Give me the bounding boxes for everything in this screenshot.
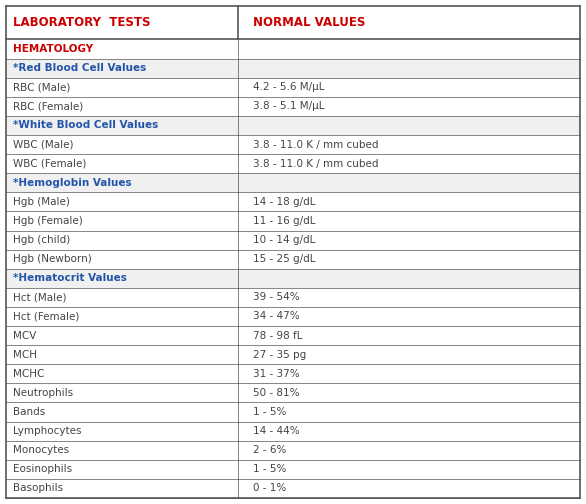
Text: Hgb (Newborn): Hgb (Newborn): [13, 254, 91, 264]
Text: RBC (Female): RBC (Female): [13, 101, 83, 111]
Text: 2 - 6%: 2 - 6%: [253, 445, 286, 455]
Bar: [6, 403, 580, 421]
Text: MCV: MCV: [13, 331, 36, 341]
Text: NORMAL VALUES: NORMAL VALUES: [253, 16, 365, 29]
Text: 39 - 54%: 39 - 54%: [253, 292, 299, 302]
Bar: [6, 211, 580, 230]
Text: Hgb (Female): Hgb (Female): [13, 216, 83, 226]
Text: Bands: Bands: [13, 407, 45, 417]
Bar: [6, 421, 580, 440]
Bar: [6, 440, 580, 460]
Bar: [6, 364, 580, 384]
Text: HEMATOLOGY: HEMATOLOGY: [13, 44, 93, 54]
Bar: [6, 58, 580, 78]
Text: 3.8 - 11.0 K / mm cubed: 3.8 - 11.0 K / mm cubed: [253, 140, 379, 150]
Text: RBC (Male): RBC (Male): [13, 82, 70, 92]
Bar: [6, 326, 580, 345]
Text: Basophils: Basophils: [13, 483, 63, 493]
Text: Monocytes: Monocytes: [13, 445, 69, 455]
Text: *Red Blood Cell Values: *Red Blood Cell Values: [13, 63, 146, 73]
Bar: [6, 460, 580, 479]
Bar: [6, 249, 580, 269]
Bar: [6, 307, 580, 326]
Text: Hgb (Male): Hgb (Male): [13, 197, 70, 207]
Text: 3.8 - 11.0 K / mm cubed: 3.8 - 11.0 K / mm cubed: [253, 159, 379, 169]
Bar: [6, 173, 580, 193]
Text: *Hematocrit Values: *Hematocrit Values: [13, 273, 127, 283]
Bar: [6, 116, 580, 135]
Text: 10 - 14 g/dL: 10 - 14 g/dL: [253, 235, 315, 245]
Text: 1 - 5%: 1 - 5%: [253, 464, 286, 474]
Text: 4.2 - 5.6 M/μL: 4.2 - 5.6 M/μL: [253, 82, 324, 92]
Bar: [6, 39, 580, 58]
Text: 15 - 25 g/dL: 15 - 25 g/dL: [253, 254, 315, 264]
Text: Neutrophils: Neutrophils: [13, 388, 73, 398]
Bar: [6, 135, 580, 154]
Text: 31 - 37%: 31 - 37%: [253, 369, 299, 379]
Text: 0 - 1%: 0 - 1%: [253, 483, 286, 493]
Bar: [6, 6, 580, 39]
Bar: [6, 193, 580, 211]
Text: MCHC: MCHC: [13, 369, 45, 379]
Text: 78 - 98 fL: 78 - 98 fL: [253, 331, 302, 341]
Text: WBC (Female): WBC (Female): [13, 159, 86, 169]
Text: 3.8 - 5.1 M/μL: 3.8 - 5.1 M/μL: [253, 101, 324, 111]
Bar: [6, 230, 580, 249]
Bar: [6, 345, 580, 364]
Text: 14 - 18 g/dL: 14 - 18 g/dL: [253, 197, 315, 207]
Text: 27 - 35 pg: 27 - 35 pg: [253, 350, 306, 360]
Text: *Hemoglobin Values: *Hemoglobin Values: [13, 178, 131, 188]
Text: Hct (Male): Hct (Male): [13, 292, 66, 302]
Text: LABORATORY  TESTS: LABORATORY TESTS: [13, 16, 151, 29]
Text: 14 - 44%: 14 - 44%: [253, 426, 299, 436]
Text: Hct (Female): Hct (Female): [13, 311, 79, 322]
Text: 34 - 47%: 34 - 47%: [253, 311, 299, 322]
Bar: [6, 97, 580, 116]
Bar: [6, 78, 580, 97]
Bar: [6, 288, 580, 307]
Text: Lymphocytes: Lymphocytes: [13, 426, 81, 436]
Text: 1 - 5%: 1 - 5%: [253, 407, 286, 417]
Text: MCH: MCH: [13, 350, 37, 360]
Text: WBC (Male): WBC (Male): [13, 140, 73, 150]
Text: 11 - 16 g/dL: 11 - 16 g/dL: [253, 216, 315, 226]
Bar: [6, 154, 580, 173]
Text: Hgb (child): Hgb (child): [13, 235, 70, 245]
Text: *White Blood Cell Values: *White Blood Cell Values: [13, 120, 158, 131]
Text: 50 - 81%: 50 - 81%: [253, 388, 299, 398]
Bar: [6, 269, 580, 288]
Bar: [6, 479, 580, 498]
Text: Eosinophils: Eosinophils: [13, 464, 72, 474]
Bar: [6, 384, 580, 403]
